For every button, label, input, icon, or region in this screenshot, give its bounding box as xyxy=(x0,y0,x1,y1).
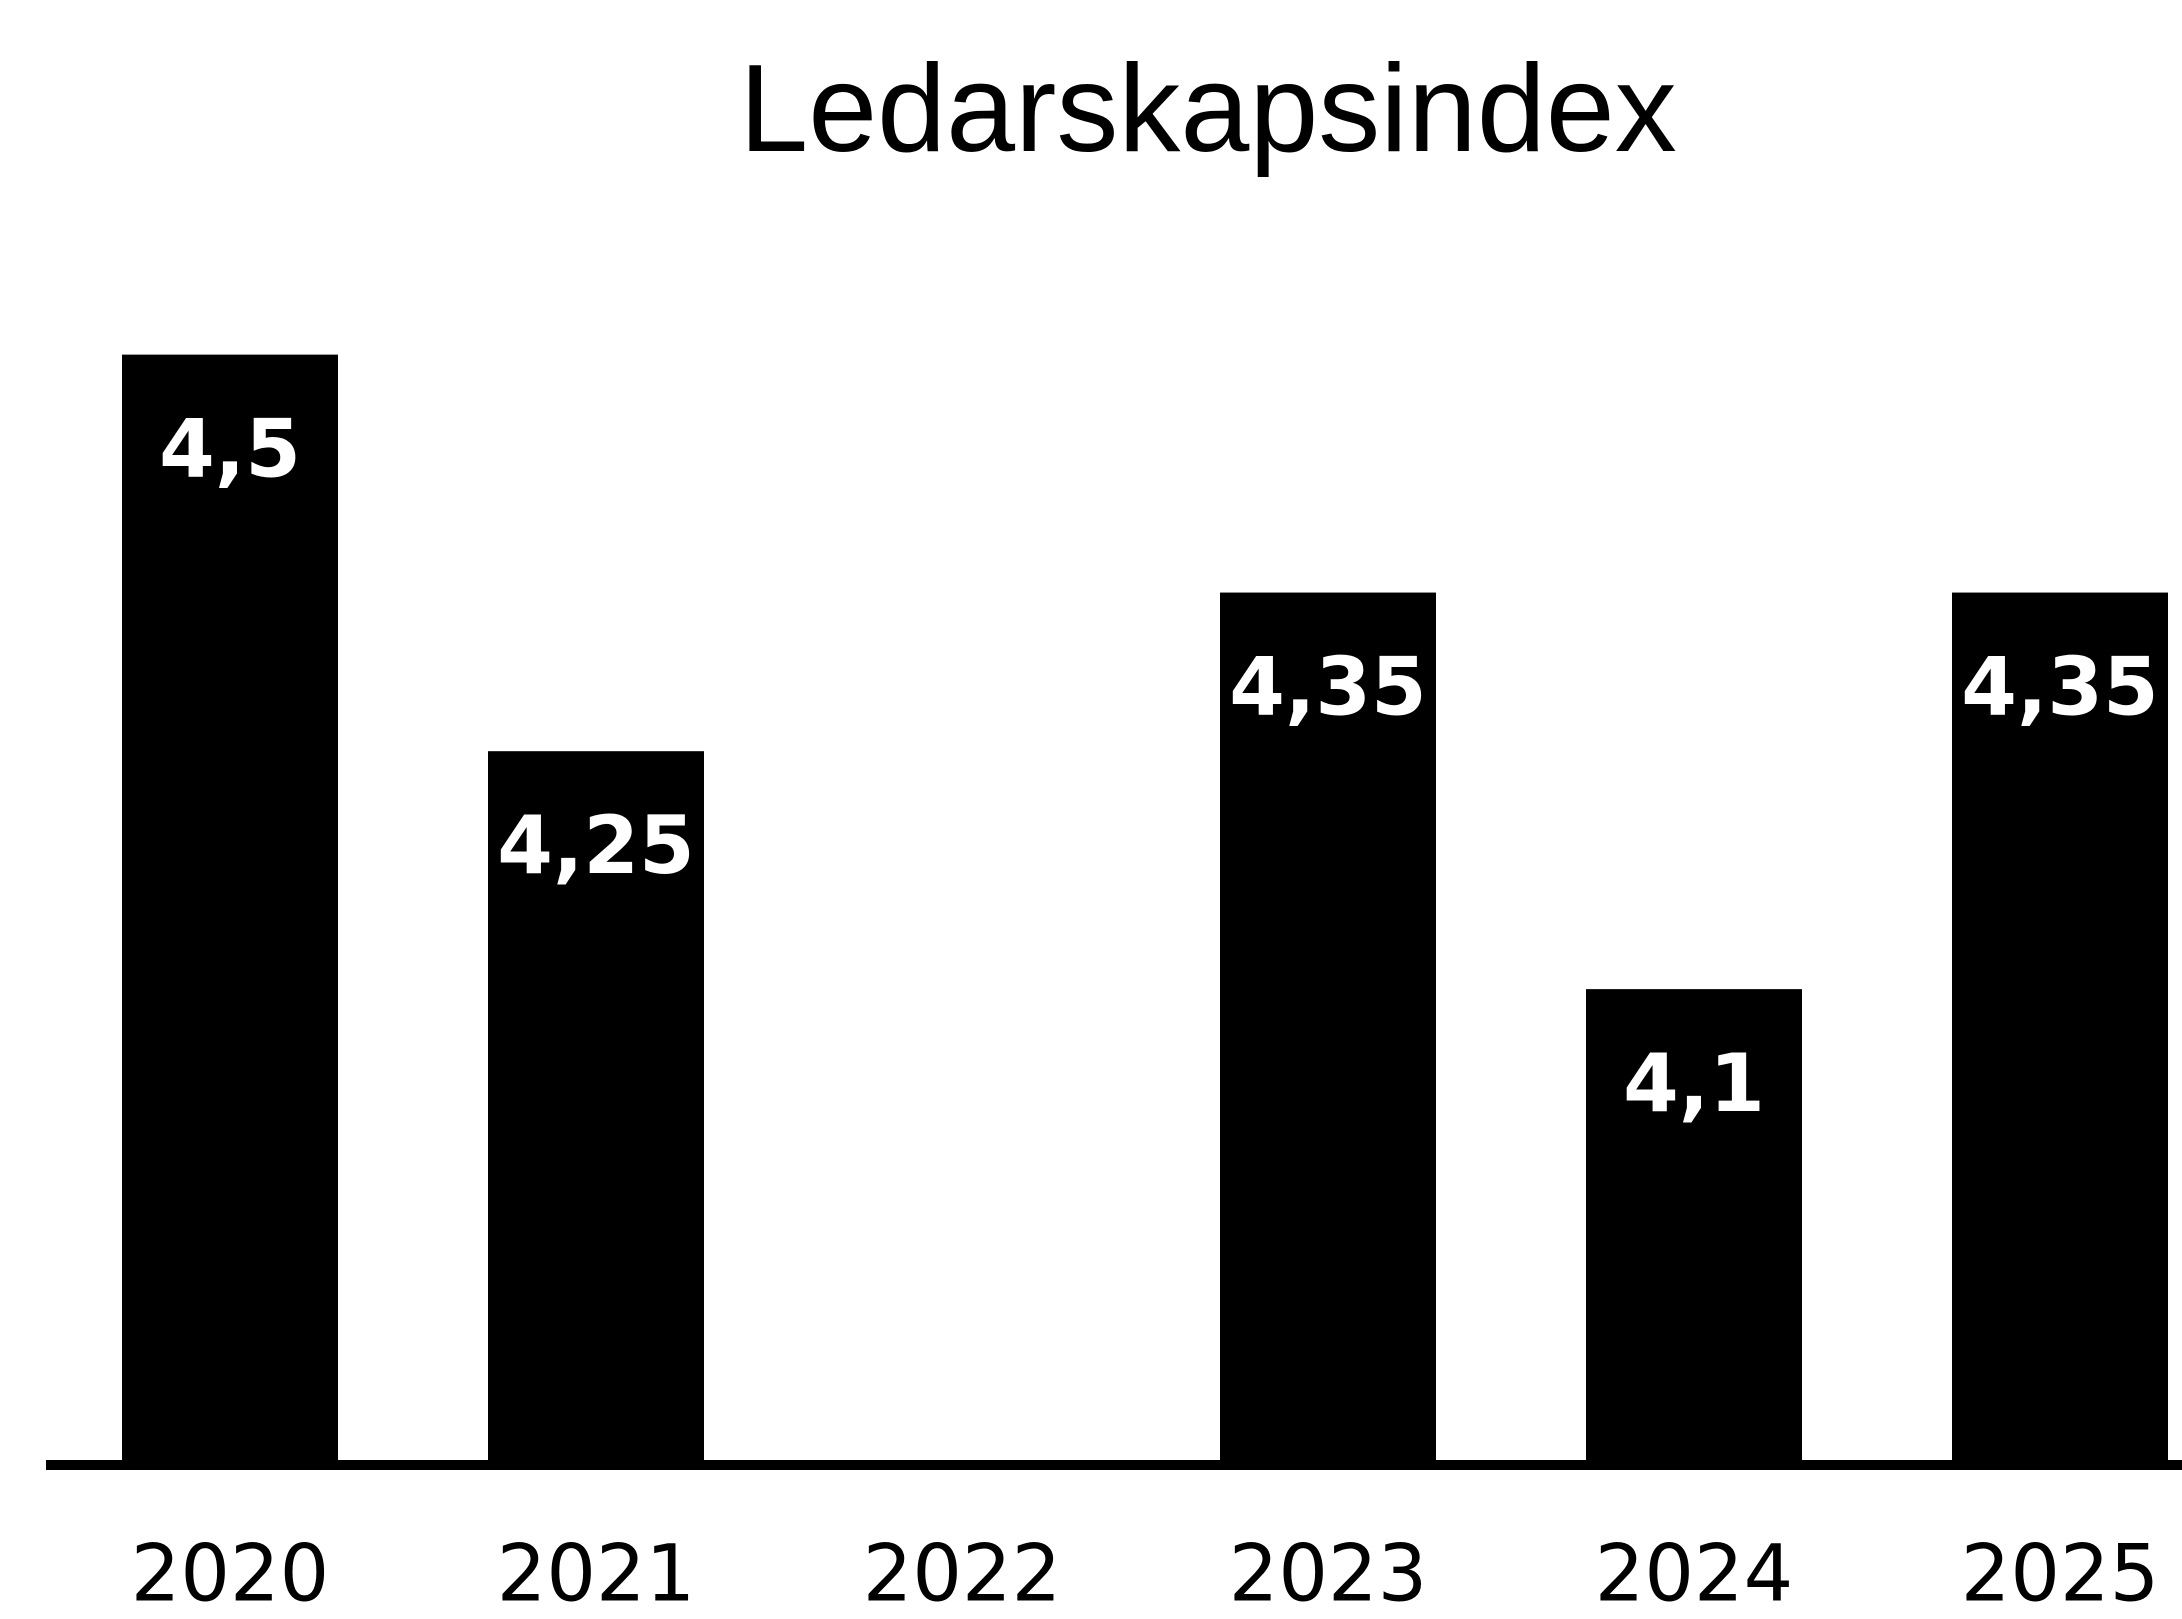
value-label: 4,25 xyxy=(497,799,694,892)
x-tick-label: 2025 xyxy=(1961,1529,2160,1619)
value-label: 4,1 xyxy=(1623,1037,1765,1130)
x-tick-label: 2022 xyxy=(863,1529,1062,1619)
bar xyxy=(1586,989,1802,1465)
x-tick-label: 2024 xyxy=(1595,1529,1794,1619)
x-tick-label: 2020 xyxy=(131,1529,330,1619)
bar xyxy=(122,354,338,1465)
value-label: 4,35 xyxy=(1229,641,1426,734)
bar xyxy=(1952,592,2168,1465)
chart-title: Ledarskapsindex xyxy=(739,40,1677,178)
bar xyxy=(488,751,704,1465)
x-tick-label: 2023 xyxy=(1229,1529,1428,1619)
value-label: 4,5 xyxy=(159,403,301,496)
bar xyxy=(1220,592,1436,1465)
value-label: 4,35 xyxy=(1961,641,2158,734)
x-tick-label: 2021 xyxy=(497,1529,696,1619)
